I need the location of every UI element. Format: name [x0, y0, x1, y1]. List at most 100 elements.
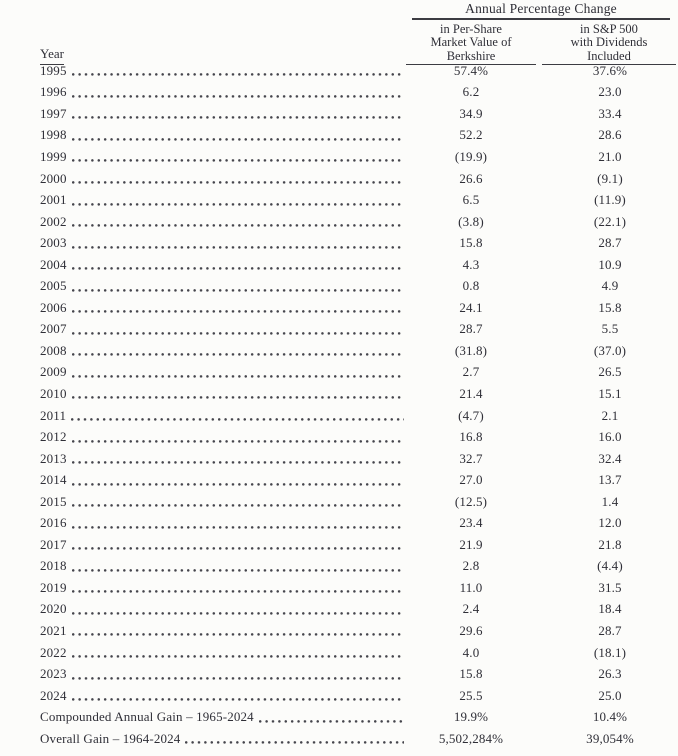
row-label: 2023 — [40, 666, 67, 682]
table-row: 2016 23.4 12.0 — [40, 512, 673, 534]
dot-leader — [71, 590, 404, 594]
dot-leader — [71, 353, 404, 357]
row-sp500-value: 13.7 — [598, 472, 622, 488]
dot-leader — [71, 461, 404, 465]
row-berkshire-value: 29.6 — [459, 622, 483, 638]
row-sp500-value: 1.4 — [601, 493, 619, 509]
dot-leader — [71, 137, 404, 141]
table-title: Annual Percentage Change — [465, 1, 617, 16]
dot-leader — [185, 741, 404, 745]
row-berkshire-value: 26.6 — [459, 170, 483, 186]
row-berkshire-value: 32.7 — [459, 450, 483, 466]
row-label: 2017 — [40, 536, 67, 552]
column-header-line: Included — [587, 48, 631, 63]
row-label: 2019 — [40, 579, 67, 595]
row-berkshire-value: 15.8 — [459, 235, 483, 251]
row-berkshire-value: 2.7 — [462, 364, 480, 380]
table-row: 2009 2.7 26.5 — [40, 362, 673, 384]
row-sp500-value: 21.0 — [598, 148, 622, 164]
dot-leader — [71, 73, 404, 77]
row-berkshire-value: 16.8 — [459, 429, 483, 445]
year-column-header: Year — [40, 46, 64, 65]
dot-leader — [71, 202, 404, 206]
row-sp500-value: 39,054% — [586, 730, 634, 746]
row-sp500-value: 18.4 — [598, 601, 622, 617]
row-sp500-value: 2.1 — [601, 407, 619, 423]
row-label: 2024 — [40, 687, 67, 703]
table-row: 2020 2.4 18.4 — [40, 599, 673, 621]
row-label: 1999 — [40, 148, 67, 164]
table-row: 2021 29.6 28.7 — [40, 620, 673, 642]
row-label: 2000 — [40, 170, 67, 186]
table-row: 1998 52.2 28.6 — [40, 125, 673, 147]
row-sp500-value: 37.6% — [592, 62, 628, 78]
row-sp500-value: 28.7 — [598, 235, 622, 251]
row-label: 2003 — [40, 235, 67, 251]
table-row: 2019 11.0 31.5 — [40, 577, 673, 599]
row-sp500-value: 5.5 — [601, 321, 619, 337]
column-header-line: Market Value of — [430, 35, 512, 50]
dot-leader — [71, 116, 404, 120]
row-label: 2010 — [40, 385, 67, 401]
dot-leader — [71, 547, 404, 551]
row-label: 2022 — [40, 644, 67, 660]
row-label: 2011 — [40, 407, 67, 423]
column-header-line: with Dividends — [570, 35, 648, 50]
row-berkshire-value: 21.9 — [459, 536, 483, 552]
table-row: 2003 15.8 28.7 — [40, 232, 673, 254]
table-row: 2024 25.5 25.0 — [40, 685, 673, 707]
row-sp500-value: 28.7 — [598, 622, 622, 638]
table-row: 1995 57.4% 37.6% — [40, 60, 673, 82]
row-label: 2005 — [40, 278, 67, 294]
row-sp500-value: (11.9) — [594, 192, 626, 208]
row-berkshire-value: 15.8 — [459, 666, 483, 682]
table-row: 1999 (19.9) 21.0 — [40, 146, 673, 168]
row-label: 2020 — [40, 601, 67, 617]
row-sp500-value: 16.0 — [598, 429, 622, 445]
row-sp500-value: 10.4% — [592, 709, 628, 725]
row-label: 2006 — [40, 299, 67, 315]
table-row: 2005 0.8 4.9 — [40, 275, 673, 297]
table-row: 2002 (3.8) (22.1) — [40, 211, 673, 233]
dot-leader — [71, 396, 404, 400]
row-berkshire-value: 6.2 — [462, 84, 480, 100]
row-berkshire-value: (31.8) — [454, 342, 488, 358]
row-label: 2004 — [40, 256, 67, 272]
row-sp500-value: 21.8 — [598, 536, 622, 552]
row-berkshire-value: (19.9) — [454, 148, 488, 164]
row-berkshire-value: 4.0 — [462, 644, 480, 660]
table-row: 2023 15.8 26.3 — [40, 663, 673, 685]
row-label: 1997 — [40, 105, 67, 121]
row-berkshire-value: 11.0 — [459, 579, 483, 595]
row-label: 2014 — [40, 472, 67, 488]
row-berkshire-value: 23.4 — [459, 515, 483, 531]
table-row: 2000 26.6 (9.1) — [40, 168, 673, 190]
dot-leader — [71, 482, 404, 486]
dot-leader — [71, 288, 404, 292]
dot-leader — [71, 525, 404, 529]
table-row: Compounded Annual Gain – 1965-2024 19.9%… — [40, 706, 673, 728]
row-sp500-value: 15.8 — [598, 299, 622, 315]
row-berkshire-value: (4.7) — [458, 407, 484, 423]
row-berkshire-value: 2.8 — [462, 558, 480, 574]
row-berkshire-value: 6.5 — [462, 192, 480, 208]
row-label: 2007 — [40, 321, 67, 337]
dot-leader — [71, 224, 404, 228]
row-berkshire-value: 4.3 — [462, 256, 480, 272]
column-header-line: Berkshire — [446, 48, 496, 63]
row-sp500-value: (37.0) — [593, 342, 627, 358]
column-header-berkshire: in Per-Share Market Value of Berkshire — [406, 22, 536, 65]
table-row: 2015 (12.5) 1.4 — [40, 491, 673, 513]
row-berkshire-value: 0.8 — [462, 278, 480, 294]
row-berkshire-value: 57.4% — [453, 62, 489, 78]
row-berkshire-value: 19.9% — [453, 709, 489, 725]
table-row: Overall Gain – 1964-2024 5,502,284% 39,0… — [40, 728, 673, 750]
row-label: 1995 — [40, 62, 67, 78]
row-sp500-value: (9.1) — [597, 170, 623, 186]
table-row: 1996 6.2 23.0 — [40, 82, 673, 104]
dot-leader — [71, 633, 404, 637]
row-berkshire-value: 24.1 — [459, 299, 483, 315]
row-berkshire-value: (3.8) — [458, 213, 484, 229]
dot-leader — [71, 439, 404, 443]
